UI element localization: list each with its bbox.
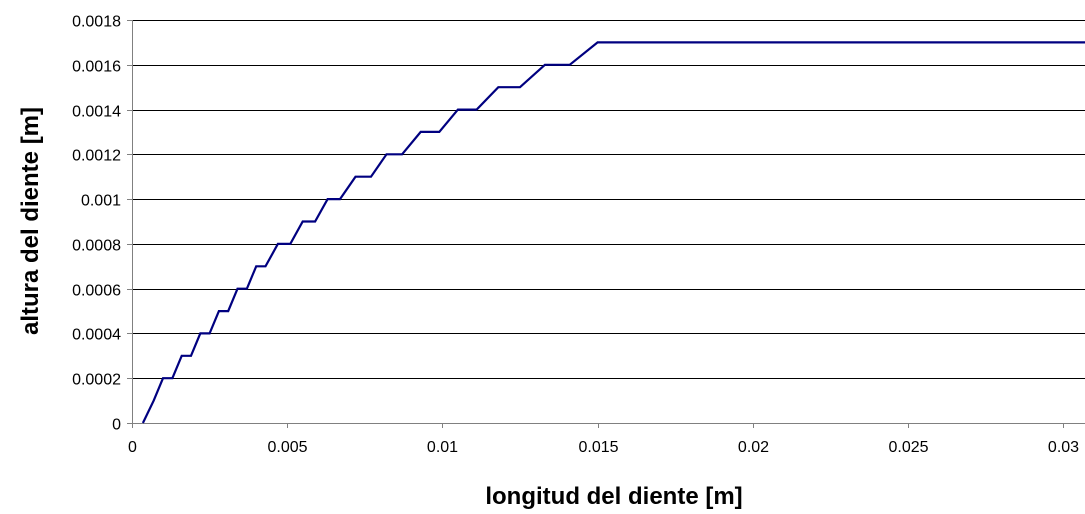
series-line <box>141 41 1085 424</box>
x-tick-label: 0.03 <box>1048 439 1079 456</box>
y-tick-label: 0.0008 <box>72 238 121 255</box>
x-axis-title: longitud del diente [m] <box>485 483 742 510</box>
y-tick-label: 0.0014 <box>72 104 121 121</box>
x-tick-label: 0.01 <box>427 439 458 456</box>
x-tick-label: 0.015 <box>578 439 618 456</box>
y-axis-title: altura del diente [m] <box>17 107 44 335</box>
gridlines <box>132 20 1085 379</box>
y-tick-label: 0 <box>112 417 121 434</box>
y-tick-label: 0.001 <box>81 193 121 210</box>
y-tick-label: 0.0006 <box>72 283 121 300</box>
y-tick-label: 0.0012 <box>72 148 121 165</box>
x-tick-label: 0.02 <box>738 439 769 456</box>
y-tick-label: 0.0018 <box>72 14 121 31</box>
x-tick-label: 0.025 <box>888 439 928 456</box>
x-tick-label: 0 <box>128 439 137 456</box>
x-tick-label: 0.005 <box>267 439 307 456</box>
y-tick-labels: 0 0.0002 0.0004 0.0006 0.0008 0.001 0.0012 0.00… <box>72 14 121 434</box>
axes <box>127 20 1085 428</box>
y-tick-label: 0.0004 <box>72 327 121 344</box>
x-tick-labels: 0 0.005 0.01 0.015 0.02 0.025 0.03 <box>128 439 1079 456</box>
series-layer <box>141 41 1085 424</box>
y-tick-label: 0.0002 <box>72 372 121 389</box>
y-tick-label: 0.0016 <box>72 59 121 76</box>
